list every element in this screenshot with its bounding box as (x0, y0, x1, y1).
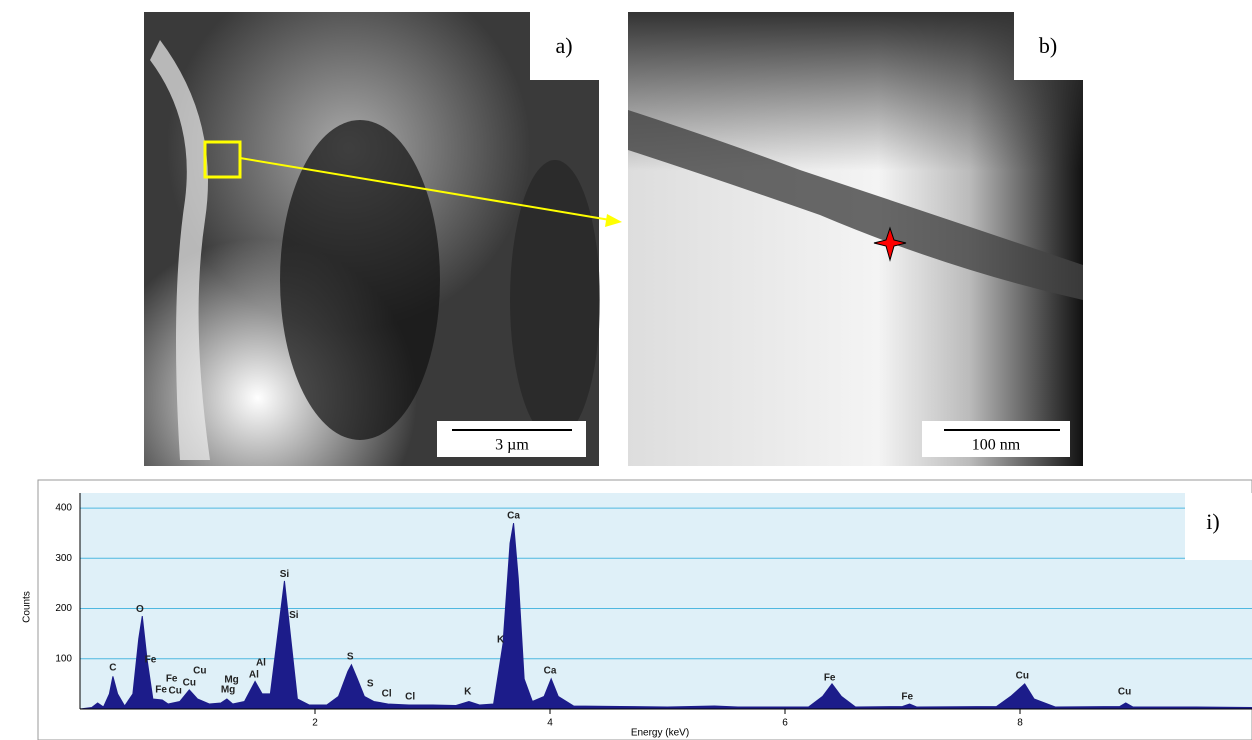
y-tick-label: 400 (55, 503, 72, 514)
peak-label: Mg (221, 685, 235, 696)
peak-label: Fe (901, 692, 913, 703)
peak-label: Mg (224, 675, 238, 686)
peak-label: S (347, 651, 354, 662)
x-tick-label: 2 (312, 718, 318, 729)
scale-bar-label: 100 nm (972, 437, 1021, 454)
x-tick-label: 8 (1017, 718, 1023, 729)
peak-label: Ca (507, 511, 520, 522)
peak-label: Cl (382, 689, 392, 700)
spectrum (79, 523, 1252, 710)
peak-label: Fe (145, 654, 157, 665)
peak-label: Cu (1016, 670, 1029, 681)
panel-b: b) 100 nm (628, 12, 1083, 466)
peak-label: K (464, 687, 472, 698)
scale-bar-label: 3 µm (495, 437, 529, 454)
peak-label: Cu (193, 665, 206, 676)
x-tick-label: 4 (547, 718, 553, 729)
peak-label: Fe (166, 674, 178, 685)
panel-label: a) (555, 33, 572, 58)
peak-label: Ca (544, 665, 557, 676)
peak-label: S (367, 679, 374, 690)
peak-label: Al (256, 657, 266, 668)
y-tick-label: 200 (55, 603, 72, 614)
y-tick-label: 100 (55, 653, 72, 664)
peak-label: C (109, 662, 116, 673)
peak-label: Cu (169, 686, 182, 697)
peak-label: Si (289, 610, 299, 621)
peak-label: K (497, 634, 505, 645)
label-box (1185, 493, 1252, 560)
peak-label: Fe (155, 685, 167, 696)
peak-label: Cu (1118, 687, 1131, 698)
peak-label: Cl (405, 692, 415, 703)
panel-label: i) (1206, 509, 1219, 534)
y-axis-title: Counts (22, 591, 33, 623)
x-tick-label: 6 (782, 718, 788, 729)
peak-label: O (136, 604, 144, 615)
peak-label: Cu (183, 678, 196, 689)
panel-a: a) 3 µm (144, 12, 622, 466)
peak-label: Al (249, 669, 259, 680)
peak-label: Fe (824, 672, 836, 683)
y-tick-label: 300 (55, 553, 72, 564)
peak-label: Si (280, 569, 290, 580)
panel-label: b) (1039, 33, 1057, 58)
x-axis-title: Energy (keV) (631, 728, 689, 739)
